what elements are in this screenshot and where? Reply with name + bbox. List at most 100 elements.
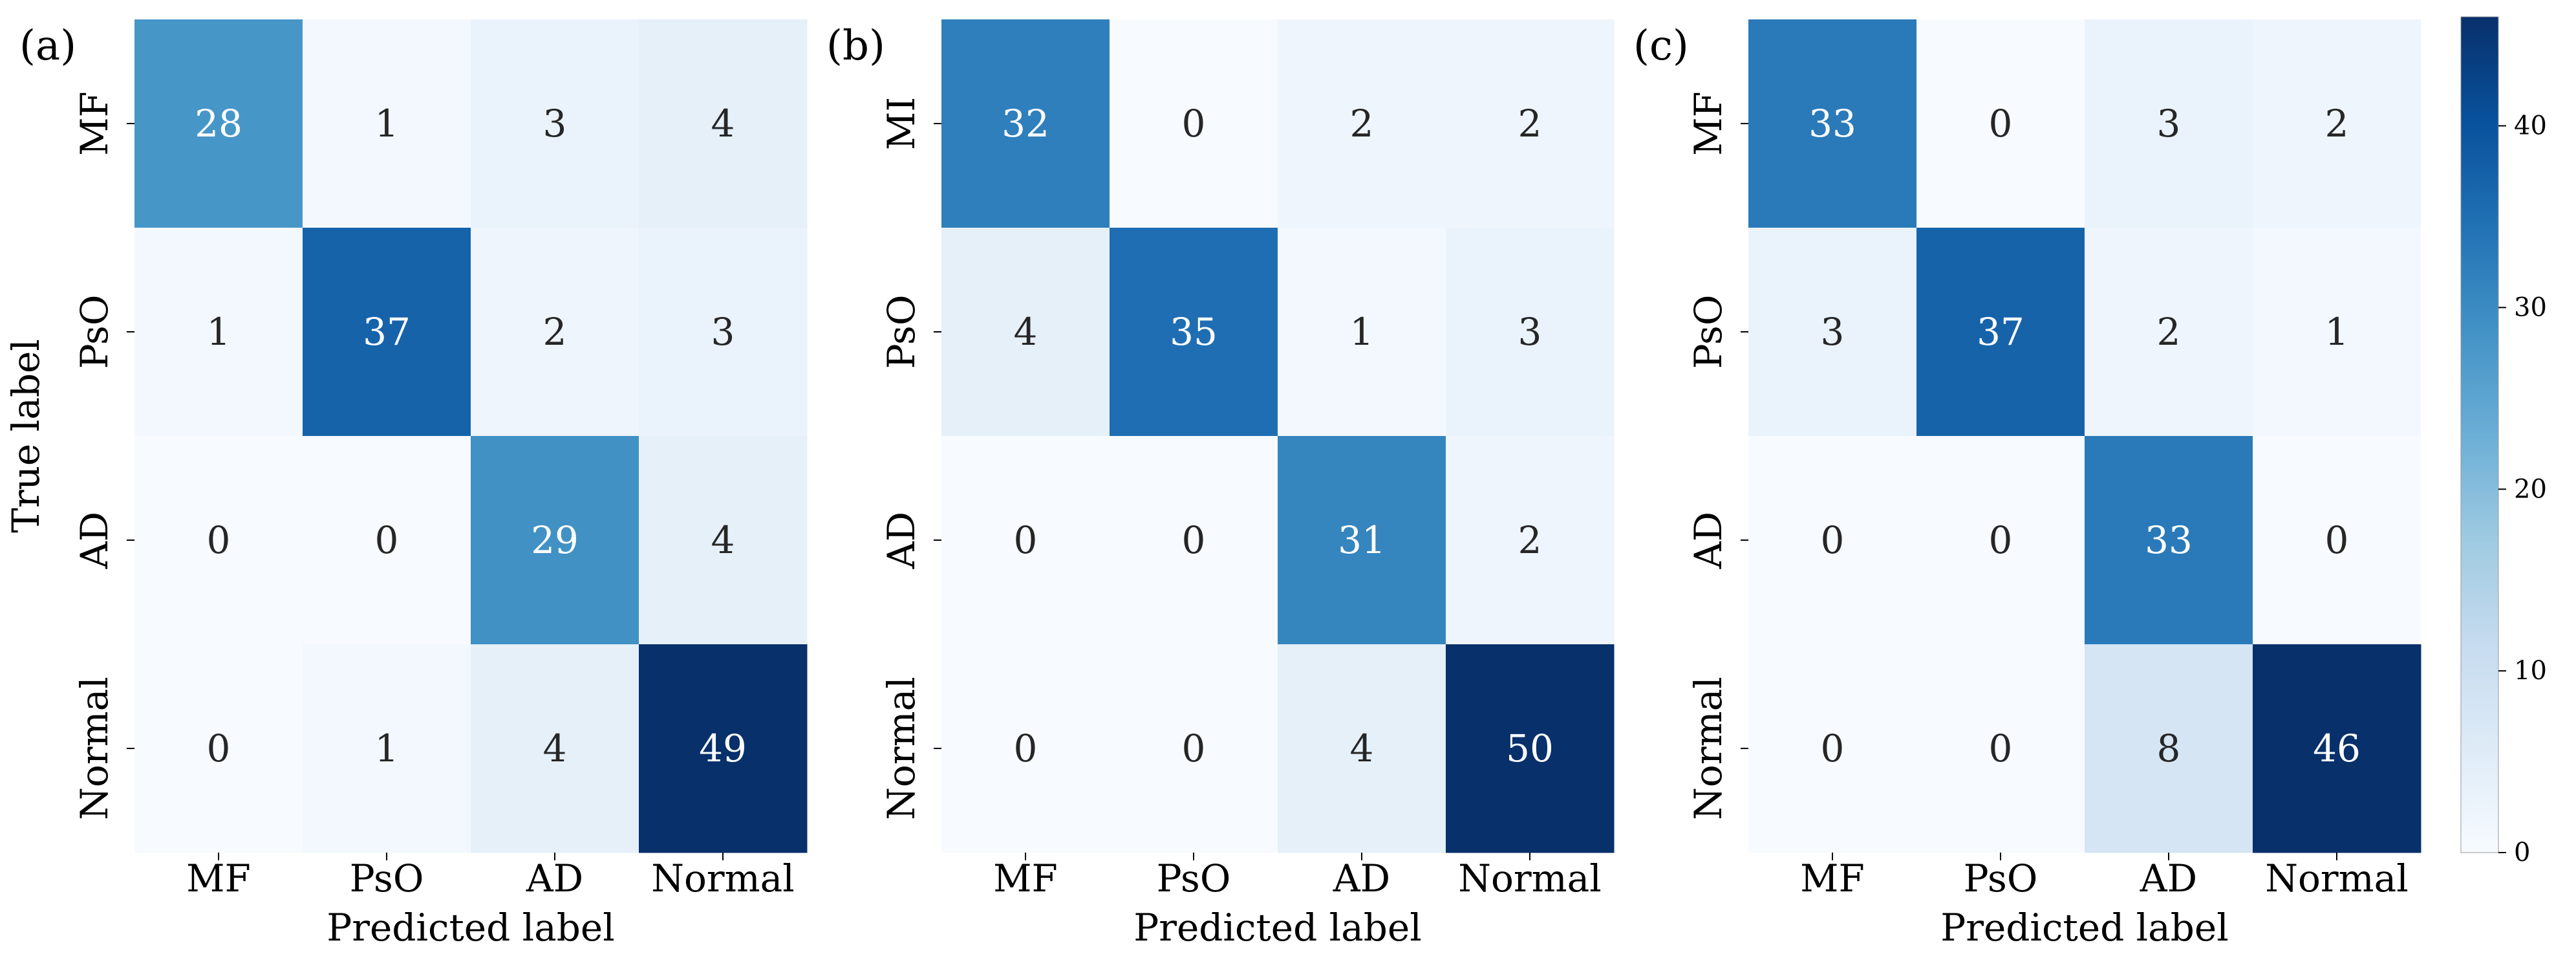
y-tick-label: Normal — [1686, 677, 1730, 820]
x-tick-label: Normal — [2265, 856, 2409, 900]
cell-value-label: 2 — [1350, 102, 1374, 146]
cell-value-label: 3 — [543, 102, 567, 146]
heatmap-cell — [2085, 644, 2253, 853]
cell-value-label: 1 — [375, 102, 399, 146]
heatmap-cell — [1446, 644, 1615, 853]
panel-label: (a) — [19, 22, 76, 70]
heatmap-cell — [1446, 228, 1615, 437]
y-tick-label: PsO — [72, 295, 116, 369]
heatmap-cell — [1278, 228, 1446, 437]
cell-value-label: 0 — [207, 726, 231, 770]
heatmap-cell — [303, 19, 471, 228]
heatmap-cell — [471, 644, 639, 853]
x-axis-title: Predicted label — [1133, 906, 1422, 950]
heatmap-cell — [941, 644, 1110, 853]
heatmap-cell — [1748, 644, 1917, 853]
heatmap-cell — [1110, 228, 1278, 437]
heatmap-cell — [1916, 436, 2085, 645]
heatmap-cell — [2253, 436, 2421, 645]
heatmap-cell — [2085, 228, 2253, 437]
x-tick-label: PsO — [350, 856, 424, 900]
y-tick-label: Normal — [879, 677, 923, 820]
panel-label: (c) — [1633, 22, 1689, 70]
cell-value-label: 46 — [2313, 726, 2361, 770]
colorbar-gradient — [2461, 17, 2498, 853]
cell-value-label: 0 — [1182, 518, 1206, 562]
cell-value-label: 3 — [711, 310, 735, 354]
heatmap-cell — [134, 228, 303, 437]
cell-value-label: 3 — [1821, 310, 1845, 354]
heatmap-cell — [941, 436, 1110, 645]
cell-value-label: 4 — [711, 102, 735, 146]
x-tick-label: PsO — [1157, 856, 1231, 900]
heatmap-cell — [1278, 644, 1446, 853]
cell-value-label: 8 — [2157, 726, 2181, 770]
cell-value-label: 0 — [1989, 726, 2013, 770]
cell-value-label: 4 — [1350, 726, 1374, 770]
heatmap-cell — [1916, 644, 2085, 853]
y-tick-label: AD — [72, 512, 116, 569]
heatmap-cell — [1916, 19, 2085, 228]
cell-value-label: 50 — [1506, 726, 1554, 770]
y-tick-label: AD — [1686, 512, 1730, 569]
cell-value-label: 3 — [2157, 102, 2181, 146]
heatmap-cell — [471, 19, 639, 228]
heatmap-cell — [134, 644, 303, 853]
y-tick-label: MI — [879, 97, 923, 150]
heatmap-cell — [1110, 19, 1278, 228]
heatmap-cell — [471, 228, 639, 437]
y-tick-label: AD — [879, 512, 923, 569]
heatmap-cell — [1748, 19, 1917, 228]
x-tick-label: Normal — [1458, 856, 1602, 900]
heatmap-cell — [134, 436, 303, 645]
cell-value-label: 35 — [1170, 310, 1218, 354]
x-tick-label: AD — [526, 856, 583, 900]
x-tick-label: MF — [993, 856, 1058, 900]
cell-value-label: 2 — [543, 310, 567, 354]
cell-value-label: 0 — [1014, 726, 1038, 770]
cell-value-label: 3 — [1518, 310, 1542, 354]
heatmap-panel-3: 33 0 3 2 3 37 2 1 0 0 33 0 0 0 8 46 MF PsO AD Normal MF PsO AD… — [1633, 19, 2421, 950]
cell-value-label: 1 — [2325, 310, 2349, 354]
cell-value-label: 4 — [711, 518, 735, 562]
heatmap-cell — [471, 436, 639, 645]
cell-value-label: 33 — [2145, 518, 2193, 562]
heatmap-cell — [1748, 436, 1917, 645]
colorbar-tick-label: 0 — [2514, 838, 2530, 867]
heatmap-cell — [639, 436, 808, 645]
cell-value-label: 0 — [1821, 518, 1845, 562]
y-tick-label: MF — [72, 91, 116, 156]
x-axis-title: Predicted label — [1940, 906, 2229, 950]
colorbar-tick-label: 30 — [2514, 292, 2547, 322]
heatmap-cell — [941, 19, 1110, 228]
heatmap-cell — [2253, 19, 2421, 228]
cell-value-label: 2 — [1518, 102, 1542, 146]
colorbar: 0 10 20 30 40 — [2460, 16, 2547, 867]
heatmap-cell — [639, 228, 808, 437]
cell-value-label: 4 — [543, 726, 567, 770]
cell-value-label: 0 — [207, 518, 231, 562]
heatmap-cell — [303, 644, 471, 853]
heatmap-cell — [134, 19, 303, 228]
heatmap-cell — [2085, 436, 2253, 645]
cell-value-label: 0 — [375, 518, 399, 562]
cell-value-label: 49 — [699, 726, 747, 770]
panel-label: (b) — [826, 22, 885, 70]
heatmap-cell — [1110, 644, 1278, 853]
heatmap-cell — [303, 436, 471, 645]
heatmap-cell — [303, 228, 471, 437]
heatmap-cell — [2253, 644, 2421, 853]
x-tick-label: MF — [1800, 856, 1865, 900]
cell-value-label: 0 — [1182, 726, 1206, 770]
cell-value-label: 2 — [2325, 102, 2349, 146]
cell-value-label: 0 — [1989, 102, 2013, 146]
colorbar-tick-label: 20 — [2514, 474, 2547, 504]
heatmap-cell — [1278, 436, 1446, 645]
x-tick-label: MF — [186, 856, 251, 900]
colorbar-tick-label: 10 — [2514, 656, 2547, 686]
x-tick-label: PsO — [1964, 856, 2038, 900]
y-tick-label: PsO — [1686, 295, 1730, 369]
heatmap-cell — [2085, 19, 2253, 228]
cell-value-label: 0 — [1821, 726, 1845, 770]
